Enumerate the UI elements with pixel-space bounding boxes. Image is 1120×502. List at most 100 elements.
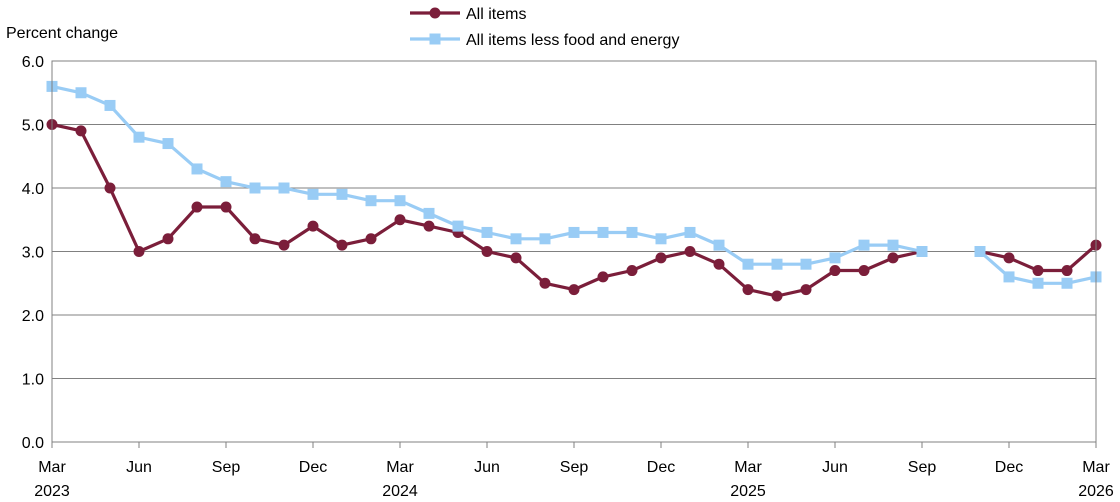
x-tick-label: Sep [560,459,589,476]
data-point [394,214,406,226]
x-tick-label: Mar [1082,459,1110,476]
data-point [829,252,841,264]
x-tick-label: Jun [822,459,848,476]
data-point [887,239,899,251]
data-point [394,195,406,207]
data-point [771,258,783,270]
data-point [800,258,812,270]
y-tick-label: 2.0 [22,308,44,325]
plot-frame [51,60,1097,443]
x-tick-label: Dec [299,459,327,476]
legend-label: All items [466,6,526,23]
data-point [626,226,638,238]
data-point [655,233,667,245]
data-point [365,195,377,207]
x-tick-year-label: 2026 [1078,483,1114,500]
x-tick-year-label: 2024 [382,483,418,500]
data-point [684,246,696,257]
data-point [684,226,696,238]
data-point [220,176,232,188]
data-point [75,87,87,99]
series-all-items [46,119,1102,302]
data-point [1032,265,1044,277]
data-point [423,207,435,219]
data-point [510,233,522,245]
x-tick-label: Sep [908,459,937,476]
data-point [133,246,145,257]
legend-swatch-marker [429,7,441,19]
data-point [626,265,638,277]
data-point [597,271,609,283]
data-point [597,226,609,238]
legend-item: All items less food and energy [410,32,679,49]
data-point [220,201,232,213]
data-point [1003,271,1015,283]
x-tick-year-label: 2025 [730,483,766,500]
data-point [1061,277,1073,289]
data-point [510,252,522,264]
x-tick-label: Dec [647,459,675,476]
data-point [191,163,203,175]
data-point [481,246,493,257]
data-point [336,188,348,200]
x-tick-label: Jun [126,459,152,476]
y-tick-label: 6.0 [22,54,44,71]
data-point [365,233,377,245]
series-line [51,122,1098,298]
data-point [655,252,667,264]
data-point [423,220,435,232]
data-point [307,220,319,232]
y-tick-label: 3.0 [22,245,44,262]
series-layer [46,80,1102,302]
data-point [1061,265,1073,277]
gridlines [52,60,1096,443]
legend-item: All items [410,6,526,23]
data-point [481,226,493,238]
data-point [742,258,754,270]
data-point [568,226,580,238]
data-point [742,284,754,296]
x-tick-year-label: 2023 [34,483,70,500]
data-point [278,182,290,194]
data-point [539,277,551,289]
legend-label: All items less food and energy [466,32,679,49]
y-tick-label: 0.0 [22,435,44,452]
data-point [133,131,145,143]
y-tick-label: 5.0 [22,118,44,135]
y-tick-label: 1.0 [22,372,44,389]
data-point [713,239,725,251]
data-point [162,233,174,245]
series-line [51,84,1097,285]
x-axis-ticks: Mar 2023 Jun Sep Dec Mar 2024 Jun Sep Dec Mar 2025 J… [34,442,1114,500]
data-point [713,258,725,270]
data-point [887,252,899,264]
y-axis-label: Percent change [6,25,118,42]
series-core [46,80,1102,289]
x-tick-label: Jun [474,459,500,476]
legend-swatch-marker [429,33,441,45]
legend: All items All items less food and energy [410,6,679,49]
data-point [162,138,174,150]
data-point [104,99,116,111]
data-point [568,284,580,296]
x-tick-label: Sep [212,459,241,476]
data-point [249,233,261,245]
data-point [858,239,870,251]
x-tick-label: Mar [38,459,66,476]
x-tick-label: Mar [386,459,414,476]
data-point [1032,277,1044,289]
y-tick-label: 4.0 [22,181,44,198]
data-point [829,265,841,277]
data-point [1003,252,1015,264]
data-point [974,246,986,257]
x-tick-label: Dec [995,459,1023,476]
data-point [249,182,261,194]
data-point [858,265,870,277]
data-point [75,125,87,137]
data-point [104,182,116,194]
x-tick-label: Mar [734,459,762,476]
data-point [800,284,812,296]
data-point [452,220,464,232]
data-point [336,239,348,251]
